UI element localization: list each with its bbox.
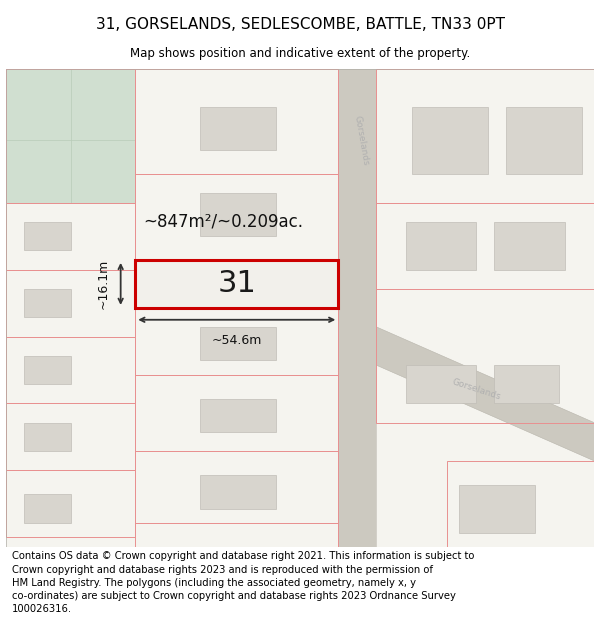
Bar xyxy=(200,107,277,150)
Bar xyxy=(23,222,71,251)
Bar xyxy=(136,260,338,308)
Bar xyxy=(136,174,338,260)
Bar xyxy=(6,336,136,404)
Polygon shape xyxy=(376,327,594,461)
Bar xyxy=(494,222,565,269)
Bar xyxy=(406,222,476,269)
Bar xyxy=(6,404,136,471)
Bar xyxy=(23,494,71,523)
Text: Map shows position and indicative extent of the property.: Map shows position and indicative extent… xyxy=(130,47,470,60)
Bar xyxy=(200,327,277,361)
Bar xyxy=(23,289,71,318)
Bar xyxy=(200,399,277,432)
Text: Gorselands: Gorselands xyxy=(451,377,502,401)
Bar xyxy=(6,202,136,269)
Bar xyxy=(338,69,376,547)
Bar xyxy=(200,193,277,236)
Polygon shape xyxy=(6,69,136,203)
Bar xyxy=(506,107,582,174)
Text: 31, GORSELANDS, SEDLESCOMBE, BATTLE, TN33 0PT: 31, GORSELANDS, SEDLESCOMBE, BATTLE, TN3… xyxy=(95,17,505,32)
Bar xyxy=(136,451,338,523)
Bar xyxy=(136,375,338,451)
Bar xyxy=(494,365,559,404)
Bar xyxy=(23,356,71,384)
Text: Contains OS data © Crown copyright and database right 2021. This information is : Contains OS data © Crown copyright and d… xyxy=(12,551,474,614)
Bar xyxy=(136,260,338,308)
Bar xyxy=(406,365,476,404)
Bar xyxy=(376,69,594,203)
Bar xyxy=(23,422,71,451)
Bar xyxy=(376,202,594,289)
Bar xyxy=(447,461,594,547)
Bar xyxy=(136,523,338,547)
Bar xyxy=(412,107,488,174)
Text: 31: 31 xyxy=(217,269,256,298)
Bar xyxy=(200,475,277,509)
Bar xyxy=(376,289,594,422)
Bar xyxy=(459,485,535,532)
Text: ~54.6m: ~54.6m xyxy=(212,334,262,347)
Bar xyxy=(136,308,338,375)
Text: ~847m²/~0.209ac.: ~847m²/~0.209ac. xyxy=(143,213,304,231)
Bar xyxy=(6,471,136,538)
Bar xyxy=(6,269,136,336)
Text: ~16.1m: ~16.1m xyxy=(97,259,110,309)
Bar xyxy=(6,69,136,203)
Bar xyxy=(136,69,338,174)
Text: Gorselands: Gorselands xyxy=(353,115,371,166)
